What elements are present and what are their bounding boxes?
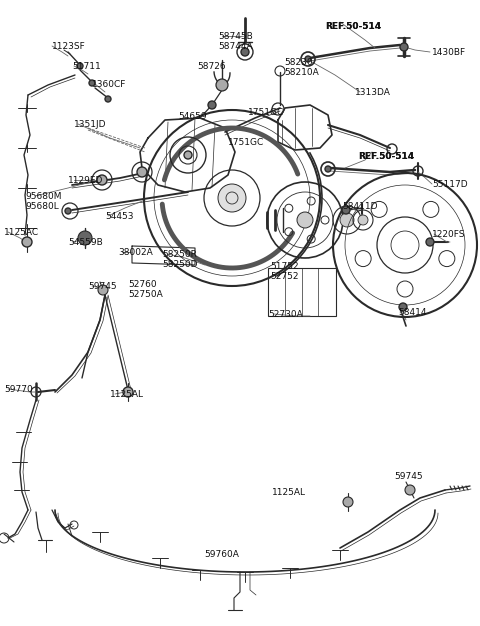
Text: REF.50-514: REF.50-514 — [325, 22, 381, 31]
Circle shape — [358, 215, 368, 225]
Circle shape — [22, 237, 32, 247]
Text: 1125AC: 1125AC — [4, 228, 39, 237]
Text: 54659: 54659 — [178, 112, 206, 121]
Text: 51711: 51711 — [72, 62, 101, 71]
Text: 52760
52750A: 52760 52750A — [128, 280, 163, 299]
Circle shape — [98, 285, 108, 295]
Circle shape — [305, 56, 311, 62]
Text: 95680M
95680L: 95680M 95680L — [25, 192, 61, 211]
Bar — [268, 268, 336, 316]
Circle shape — [241, 48, 249, 56]
Circle shape — [355, 250, 371, 267]
Text: 1220FS: 1220FS — [432, 230, 466, 239]
Circle shape — [105, 96, 111, 102]
Text: 59770: 59770 — [4, 385, 33, 394]
Circle shape — [371, 202, 387, 217]
Text: 1123SF: 1123SF — [52, 42, 86, 51]
Text: 58745B
58744A: 58745B 58744A — [218, 32, 253, 51]
Circle shape — [216, 79, 228, 91]
Text: 1351JD: 1351JD — [74, 120, 107, 129]
Text: REF.50-514: REF.50-514 — [325, 22, 381, 31]
Text: 52730A: 52730A — [268, 310, 303, 319]
Text: 55117D: 55117D — [432, 180, 468, 189]
Text: 58726: 58726 — [197, 62, 226, 71]
Circle shape — [400, 43, 408, 51]
Circle shape — [123, 387, 133, 397]
Circle shape — [343, 497, 353, 507]
Text: 1313DA: 1313DA — [355, 88, 391, 97]
Circle shape — [97, 175, 107, 185]
Circle shape — [297, 212, 313, 228]
Text: 51752
52752: 51752 52752 — [270, 262, 299, 280]
Text: 1430BF: 1430BF — [432, 48, 466, 57]
Text: 58414: 58414 — [398, 308, 427, 317]
Text: 1751GC: 1751GC — [228, 138, 264, 147]
Circle shape — [65, 208, 71, 214]
Circle shape — [340, 213, 354, 227]
Circle shape — [439, 250, 455, 267]
Text: REF.50-514: REF.50-514 — [358, 152, 414, 161]
Circle shape — [342, 206, 350, 214]
Circle shape — [89, 80, 95, 86]
Circle shape — [423, 202, 439, 217]
Circle shape — [325, 166, 331, 172]
Circle shape — [405, 485, 415, 495]
Text: 1360CF: 1360CF — [92, 80, 126, 89]
Text: 1125AL: 1125AL — [110, 390, 144, 399]
Text: 59745: 59745 — [394, 472, 422, 481]
Text: 54453: 54453 — [105, 212, 133, 221]
Circle shape — [137, 167, 147, 177]
Text: 1751GC: 1751GC — [248, 108, 284, 117]
Circle shape — [399, 303, 407, 311]
Text: 38002A: 38002A — [118, 248, 153, 257]
Text: 58250R
58250D: 58250R 58250D — [162, 250, 197, 269]
Circle shape — [184, 151, 192, 159]
Text: 54559B: 54559B — [68, 238, 103, 247]
Circle shape — [78, 231, 92, 245]
Circle shape — [208, 101, 216, 109]
Text: 58411D: 58411D — [342, 202, 377, 211]
Circle shape — [426, 238, 434, 246]
Circle shape — [397, 281, 413, 297]
Text: REF.50-514: REF.50-514 — [358, 152, 414, 161]
Circle shape — [218, 184, 246, 212]
Text: 59745: 59745 — [88, 282, 117, 291]
Text: 58230
58210A: 58230 58210A — [284, 58, 319, 77]
Text: 59760A: 59760A — [204, 550, 239, 559]
Circle shape — [77, 63, 83, 69]
Text: 1125AL: 1125AL — [272, 488, 306, 497]
Text: 1129ED: 1129ED — [68, 176, 103, 185]
